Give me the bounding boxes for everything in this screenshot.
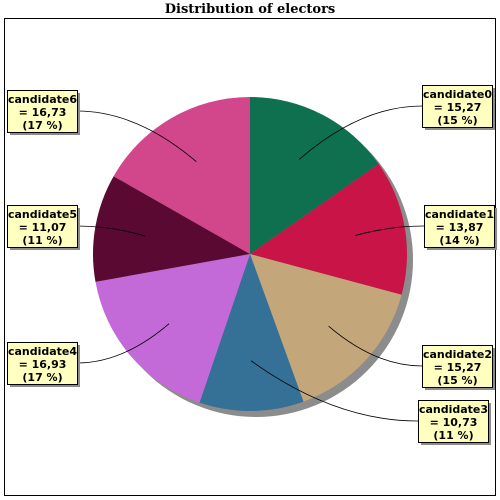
pie-slice-candidate4 bbox=[95, 254, 251, 403]
leader-line-candidate4 bbox=[76, 323, 170, 364]
label-box bbox=[424, 205, 495, 248]
label-name: candidate4 bbox=[8, 345, 77, 358]
label-value: = 13,87 bbox=[436, 221, 484, 234]
pie-slice-candidate5 bbox=[92, 176, 250, 282]
chart-title: Distribution of electors bbox=[164, 2, 336, 17]
label-percent: (15 %) bbox=[437, 114, 477, 127]
label-box bbox=[7, 205, 78, 248]
slice-label-candidate0: candidate0= 15,27(15 %) bbox=[422, 85, 495, 130]
label-percent: (17 %) bbox=[22, 371, 62, 384]
pie-slice-candidate6 bbox=[113, 96, 250, 254]
label-name: candidate6 bbox=[8, 93, 77, 106]
label-value: = 11,07 bbox=[19, 221, 67, 234]
leader-line-candidate0 bbox=[299, 105, 423, 160]
slice-label-candidate4: candidate4= 16,93(17 %) bbox=[7, 342, 80, 387]
label-box bbox=[418, 400, 489, 443]
label-name: candidate3 bbox=[419, 403, 488, 416]
label-value: = 15,27 bbox=[434, 361, 482, 374]
label-value: = 10,73 bbox=[430, 416, 478, 429]
leader-line-candidate5 bbox=[76, 225, 145, 237]
label-percent: (17 %) bbox=[22, 119, 62, 132]
leader-lines bbox=[76, 105, 425, 422]
label-box bbox=[7, 90, 78, 133]
label-box bbox=[422, 85, 493, 128]
slice-labels: candidate0= 15,27(15 %)candidate1= 13,87… bbox=[7, 85, 497, 445]
label-percent: (14 %) bbox=[439, 234, 479, 247]
pie-slice-candidate0 bbox=[250, 97, 379, 254]
leader-line-candidate2 bbox=[328, 325, 423, 367]
slice-label-candidate2: candidate2= 15,27(15 %) bbox=[422, 345, 495, 390]
label-name: candidate0 bbox=[423, 88, 492, 101]
label-box bbox=[422, 345, 493, 388]
label-name: candidate2 bbox=[423, 348, 492, 361]
pie-slice-candidate1 bbox=[250, 164, 407, 295]
label-name: candidate5 bbox=[8, 208, 77, 221]
leader-line-candidate1 bbox=[355, 225, 425, 236]
label-name: candidate1 bbox=[425, 208, 494, 221]
leader-line-candidate6 bbox=[76, 110, 197, 162]
slice-label-candidate3: candidate3= 10,73(11 %) bbox=[418, 400, 491, 445]
label-value: = 15,27 bbox=[434, 101, 482, 114]
pie-slice-candidate3 bbox=[199, 254, 304, 411]
pie-slice-candidate2 bbox=[250, 254, 402, 402]
leader-line-candidate3 bbox=[250, 360, 419, 422]
label-value: = 16,93 bbox=[19, 358, 67, 371]
label-percent: (11 %) bbox=[22, 234, 62, 247]
pie-slices bbox=[92, 96, 407, 411]
label-percent: (11 %) bbox=[433, 429, 473, 442]
plot-frame bbox=[4, 18, 496, 496]
label-box bbox=[7, 342, 78, 385]
slice-label-candidate1: candidate1= 13,87(14 %) bbox=[424, 205, 497, 250]
label-percent: (15 %) bbox=[437, 374, 477, 387]
label-value: = 16,73 bbox=[19, 106, 67, 119]
slice-label-candidate5: candidate5= 11,07(11 %) bbox=[7, 205, 80, 250]
slice-label-candidate6: candidate6= 16,73(17 %) bbox=[7, 90, 80, 135]
